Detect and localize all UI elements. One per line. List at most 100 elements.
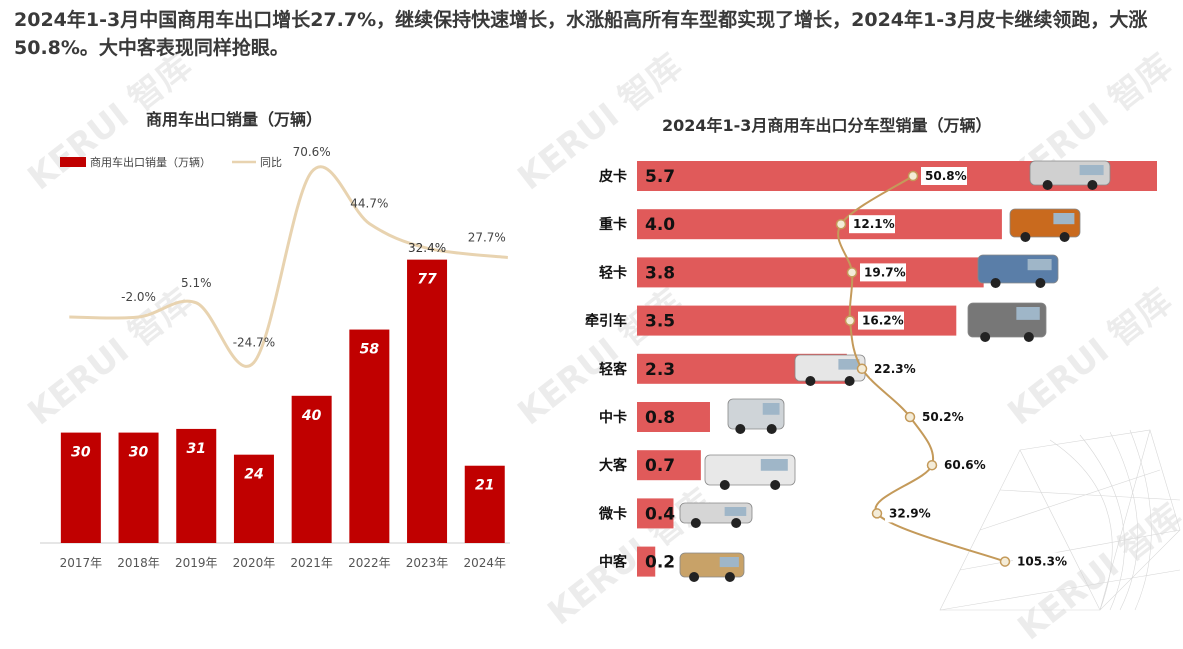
growth-label-bg	[885, 504, 931, 523]
growth-label: 12.1%	[853, 217, 895, 231]
growth-label-bg	[1013, 552, 1067, 571]
left-chart-title: 商用车出口销量（万辆）	[146, 110, 323, 129]
vehicle-picture	[977, 254, 1059, 288]
bar-value-label: 58	[360, 342, 380, 358]
yoy-label: 44.7%	[350, 197, 388, 211]
bar-value-label: 77	[417, 272, 437, 288]
row-label: 中卡	[599, 409, 627, 426]
bar-value-label: 31	[187, 441, 206, 457]
vehicle-picture	[679, 552, 745, 582]
vehicle-picture	[967, 302, 1047, 342]
yoy-label: 5.1%	[181, 276, 212, 290]
growth-label-bg	[940, 456, 986, 475]
x-tick-label: 2024年	[463, 556, 506, 570]
x-tick-label: 2020年	[233, 556, 276, 570]
growth-label: 50.2%	[922, 410, 964, 424]
growth-label: 16.2%	[862, 314, 904, 328]
legend-label-volume: 商用车出口销量（万辆）	[90, 155, 211, 169]
vehicle-picture	[704, 454, 796, 490]
x-tick-label: 2018年	[117, 556, 160, 570]
row-label: 中客	[599, 554, 628, 571]
bar-value-label: 4.0	[645, 215, 675, 235]
bar-value-label: 0.8	[645, 408, 675, 428]
bar	[637, 305, 957, 336]
bar	[637, 450, 701, 481]
bar-value-label: 5.7	[645, 167, 675, 187]
growth-label: 22.3%	[874, 362, 916, 376]
bar-value-label: 40	[301, 408, 322, 424]
right-chart-title: 2024年1-3月商用车出口分车型销量（万辆）	[662, 116, 992, 135]
growth-node	[907, 170, 919, 182]
bar	[291, 395, 332, 543]
bar	[637, 498, 674, 529]
bar	[637, 546, 656, 577]
legend-label-yoy: 同比	[260, 156, 282, 169]
growth-node	[926, 459, 938, 471]
growth-label: 60.6%	[944, 458, 986, 472]
bar-value-label: 0.4	[645, 504, 675, 524]
row-label: 轻客	[599, 361, 628, 378]
x-tick-label: 2022年	[348, 556, 391, 570]
bar	[407, 259, 448, 543]
row-label: 轻卡	[599, 264, 627, 281]
vehicle-picture	[1009, 208, 1081, 242]
bar	[60, 432, 101, 543]
bar-value-label: 3.5	[645, 312, 675, 332]
bar-value-label: 21	[475, 478, 494, 494]
vehicle-picture	[1029, 160, 1111, 190]
yoy-label: -24.7%	[233, 335, 275, 349]
model-volume-chart: 皮卡 5.7 重卡 4.0 轻卡 3.8 牵引车 3.5 轻客 2.3 中卡 0.8 大客 0.7 微卡 0.…	[585, 160, 1157, 582]
growth-label: 50.8%	[925, 169, 967, 183]
growth-label: 105.3%	[1017, 555, 1067, 569]
export-volume-chart: 商用车出口销量（万辆） 同比 30 2017年 30 2018年 31 2019年 24 2020…	[40, 145, 510, 570]
x-tick-label: 2021年	[290, 556, 333, 570]
bar	[233, 454, 274, 543]
yoy-label: 27.7%	[468, 231, 506, 245]
growth-node	[999, 556, 1011, 567]
bar-value-label: 0.2	[645, 553, 675, 573]
yoy-label: -2.0%	[121, 290, 156, 304]
row-label: 牵引车	[585, 313, 627, 330]
decorative-wireframe	[939, 429, 1181, 611]
yoy-line	[69, 165, 509, 368]
growth-label: 32.9%	[889, 506, 931, 520]
growth-node	[835, 218, 847, 230]
page-headline: 2024年1-3月中国商用车出口增长27.7%，继续保持快速增长，水涨船高所有车…	[14, 9, 1148, 59]
growth-label-bg	[858, 311, 904, 330]
growth-node	[904, 411, 916, 423]
growth-label-bg	[849, 215, 895, 234]
growth-node	[846, 267, 858, 278]
x-tick-label: 2023年	[406, 556, 449, 570]
bar-value-label: 30	[129, 445, 149, 461]
x-tick-label: 2019年	[175, 556, 218, 570]
chart-legend: 商用车出口销量（万辆） 同比	[60, 155, 282, 169]
vehicle-picture	[679, 502, 753, 528]
x-tick-label: 2017年	[60, 556, 103, 570]
yoy-label: 32.4%	[408, 241, 446, 255]
row-label: 大客	[599, 457, 628, 474]
bar	[637, 257, 984, 288]
growth-label-bg	[918, 408, 964, 426]
growth-node	[856, 363, 868, 375]
growth-node	[844, 315, 856, 326]
growth-label-bg	[870, 359, 916, 378]
yoy-label: 70.6%	[293, 145, 331, 159]
growth-label-bg	[860, 263, 906, 282]
bar	[118, 432, 159, 543]
bar-value-label: 24	[244, 467, 263, 483]
bar	[349, 329, 390, 543]
vehicle-picture	[727, 398, 785, 434]
bar	[464, 465, 505, 543]
growth-label: 19.7%	[864, 265, 906, 279]
bar-value-label: 0.7	[645, 456, 675, 476]
row-label: 微卡	[598, 505, 627, 522]
bar	[176, 428, 217, 543]
bar-value-label: 2.3	[645, 360, 675, 380]
bar	[637, 402, 710, 432]
growth-node	[871, 508, 883, 519]
row-label: 重卡	[599, 216, 627, 233]
bar-value-label: 3.8	[645, 263, 675, 283]
legend-swatch-volume	[60, 157, 86, 167]
bar	[637, 209, 1002, 240]
bar-value-label: 30	[71, 445, 91, 461]
